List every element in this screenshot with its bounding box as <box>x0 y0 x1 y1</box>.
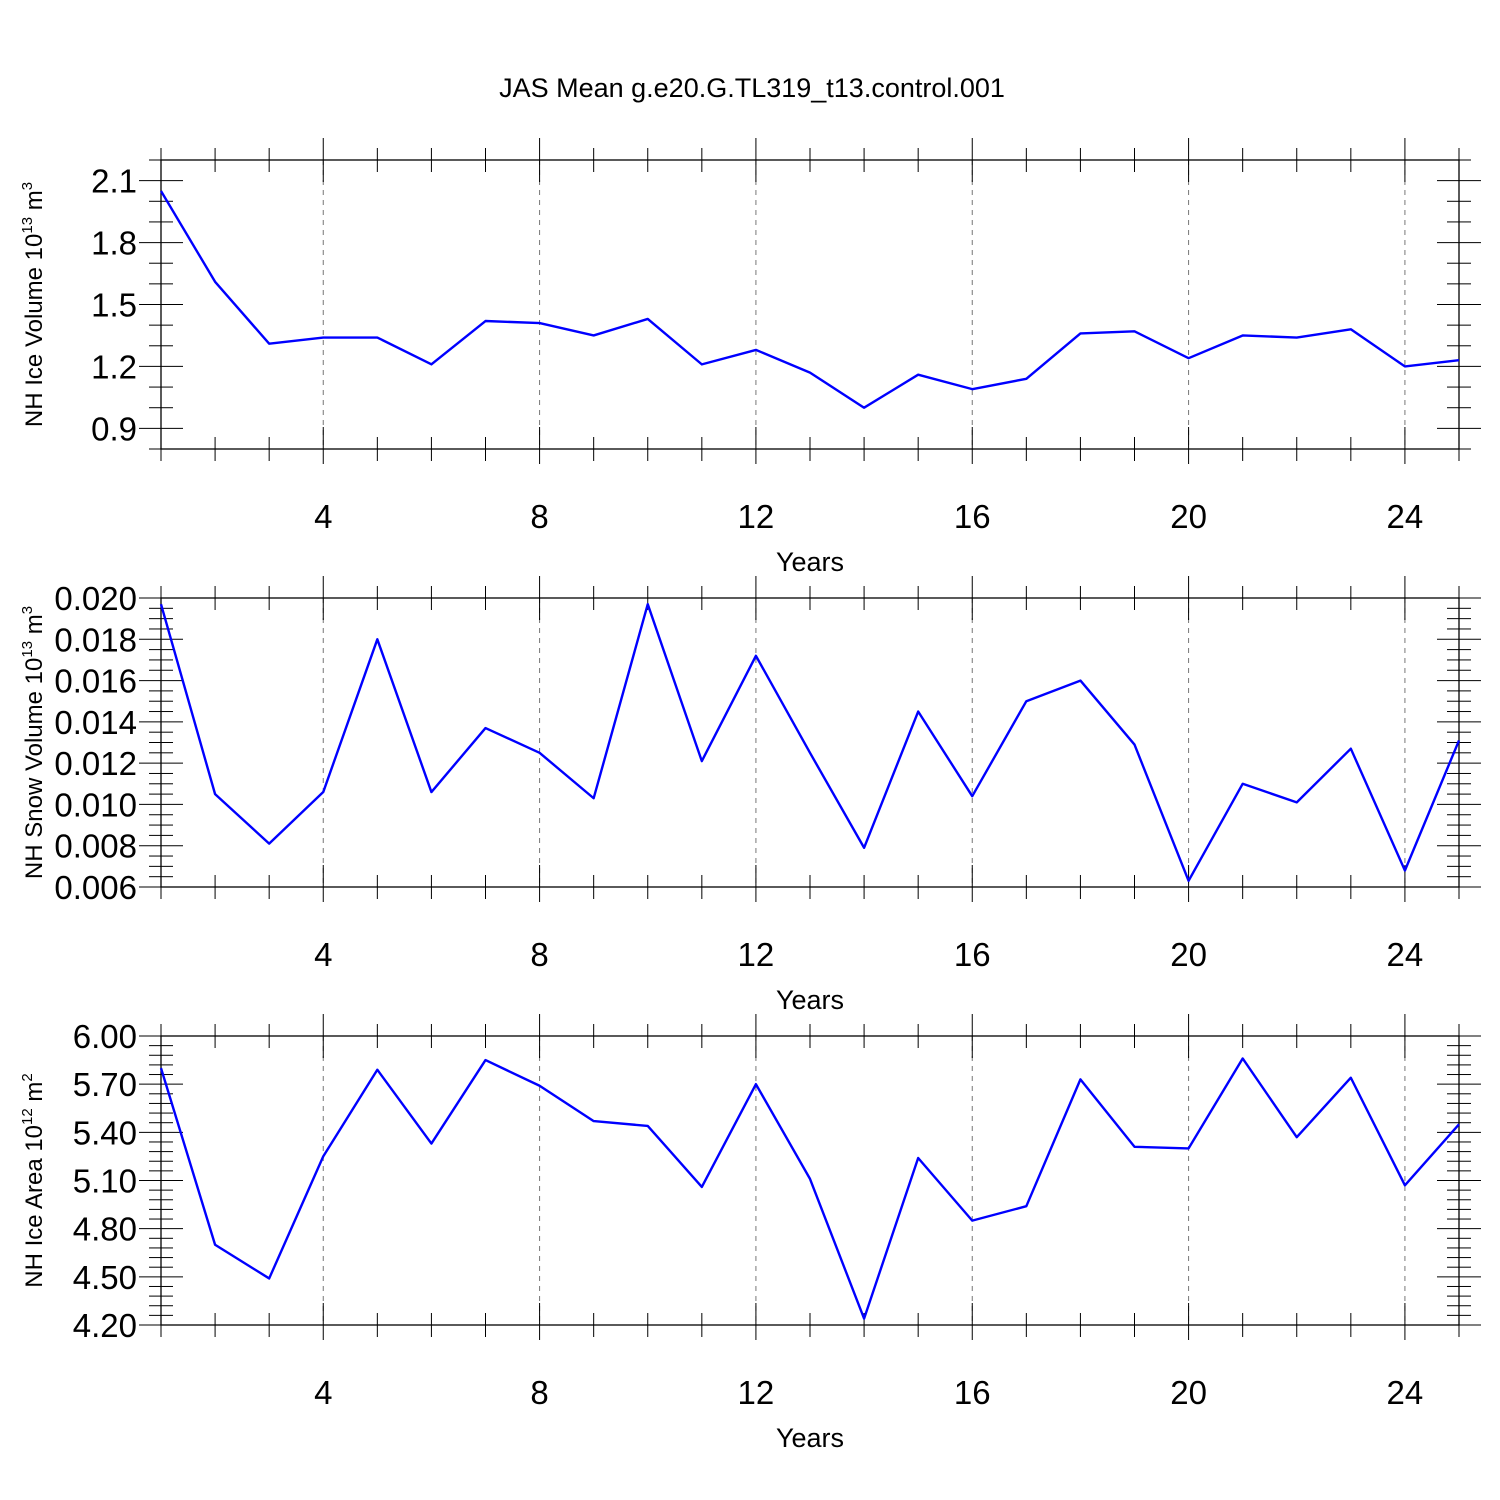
x-axis-title: Years <box>776 985 844 1015</box>
panel-snow-volume: 4 8 12 16 20 24 0.006 0.008 0.010 0.012 0.014 0.016… <box>19 576 1481 1015</box>
x-tick-label: 4 <box>314 1374 332 1411</box>
y-tick-label: 0.008 <box>54 828 137 865</box>
x-tick-label: 4 <box>314 936 332 973</box>
plot-frame <box>160 1035 1460 1326</box>
x-tick-label: 12 <box>738 936 775 973</box>
x-tick-label: 4 <box>314 498 332 535</box>
y-tick-label: 0.014 <box>54 704 137 741</box>
panel-ice-area: 4 8 12 16 20 24 4.20 4.50 4.80 5.10 5.40 5.70 6.00 Ye… <box>19 1014 1481 1453</box>
x-tick-label: 24 <box>1387 936 1424 973</box>
y-tick-label: 2.1 <box>91 163 137 200</box>
plot-frame <box>160 159 1460 450</box>
y-tick-label: 1.5 <box>91 287 137 324</box>
series-line-ice-volume <box>159 190 1460 409</box>
x-tick-label: 16 <box>954 498 991 535</box>
y-axis-title: NH Snow Volume 1013 m3 <box>19 606 48 879</box>
y-tick-label: 0.018 <box>54 621 137 658</box>
x-tick-label: 12 <box>738 498 775 535</box>
y-tick-label: 5.70 <box>73 1066 137 1103</box>
x-tick-label: 8 <box>530 936 548 973</box>
y-tick-label: 0.006 <box>54 869 137 906</box>
y-axis-title: NH Ice Volume 1013 m3 <box>19 182 48 427</box>
x-tick-label: 16 <box>954 1374 991 1411</box>
y-tick-label: 0.9 <box>91 410 137 447</box>
x-tick-label: 16 <box>954 936 991 973</box>
y-tick-label: 4.20 <box>73 1307 137 1344</box>
y-tick-label: 1.8 <box>91 225 137 262</box>
y-tick-label: 5.10 <box>73 1163 137 1200</box>
x-tick-label: 8 <box>530 1374 548 1411</box>
plot-frame <box>160 597 1460 888</box>
x-tick-label: 24 <box>1387 498 1424 535</box>
y-tick-label: 4.80 <box>73 1211 137 1248</box>
x-axis-title: Years <box>776 547 844 577</box>
y-tick-label: 4.50 <box>73 1259 137 1296</box>
x-tick-label: 20 <box>1170 498 1207 535</box>
y-tick-label: 0.020 <box>54 580 137 617</box>
x-axis-title: Years <box>776 1423 844 1453</box>
x-tick-label: 20 <box>1170 936 1207 973</box>
x-tick-label: 12 <box>738 1374 775 1411</box>
y-tick-label: 0.010 <box>54 786 137 823</box>
y-tick-label: 1.2 <box>91 348 137 385</box>
x-tick-label: 24 <box>1387 1374 1424 1411</box>
y-tick-label: 0.012 <box>54 745 137 782</box>
x-tick-label: 20 <box>1170 1374 1207 1411</box>
figure-title: JAS Mean g.e20.G.TL319_t13.control.001 <box>499 73 1005 103</box>
series-line-ice-area <box>159 1057 1460 1320</box>
y-tick-label: 5.40 <box>73 1114 137 1151</box>
chart-panels: 4 8 12 16 20 24 0.9 1.2 1.5 1.8 2.1 Years NH Ice Vol… <box>19 138 1481 1453</box>
x-tick-label: 8 <box>530 498 548 535</box>
panel-ice-volume: 4 8 12 16 20 24 0.9 1.2 1.5 1.8 2.1 Years NH Ice Vol… <box>19 138 1481 577</box>
series-line-snow-volume <box>159 602 1461 883</box>
y-axis-title: NH Ice Area 1012 m2 <box>19 1073 48 1287</box>
y-tick-label: 0.016 <box>54 663 137 700</box>
y-tick-label: 6.00 <box>73 1018 137 1055</box>
